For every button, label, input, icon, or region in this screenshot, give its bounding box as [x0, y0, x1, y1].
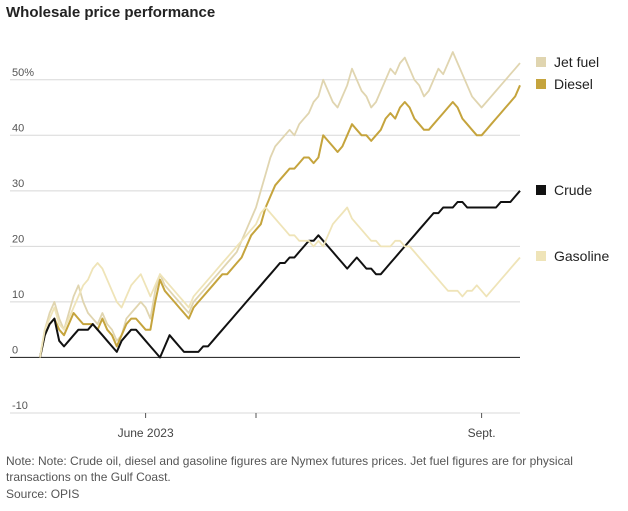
chart-source: Source: OPIS [6, 487, 80, 501]
chart-note: Note: Note: Crude oil, diesel and gasoli… [6, 454, 573, 484]
series-line-gasoline [39, 206, 521, 358]
y-tick-label: 30 [12, 178, 24, 190]
chart-title: Wholesale price performance [6, 4, 216, 21]
series-line-jet-fuel [39, 51, 521, 358]
x-tick-label: Sept. [468, 426, 496, 440]
legend-item-gasoline: Gasoline [536, 248, 609, 264]
x-tick-label: June 2023 [118, 426, 174, 440]
line-chart: 50% 40 30 20 10 0 -10 June 2023 Sept. [10, 51, 521, 440]
legend-label: Diesel [554, 76, 593, 93]
legend-item-diesel: Diesel [536, 76, 593, 92]
x-axis-ticks: June 2023 Sept. [118, 413, 496, 440]
series-line-crude [39, 190, 521, 359]
y-axis-ticks: 50% 40 30 20 10 0 -10 [12, 67, 34, 412]
series-line-diesel [39, 84, 521, 358]
legend-label: Gasoline [554, 248, 610, 265]
grid-lines [10, 79, 520, 414]
legend-swatch [536, 251, 546, 262]
legend-label: Crude [554, 181, 593, 198]
series-lines [39, 51, 521, 359]
y-tick-label: 50% [12, 67, 34, 79]
y-tick-label: -10 [12, 400, 28, 412]
y-tick-label: 10 [12, 289, 24, 301]
legend-label: Jet fuel [554, 54, 600, 71]
y-tick-label: 40 [12, 122, 24, 134]
legend-swatch [536, 79, 546, 90]
legend-item-jet-fuel: Jet fuel [536, 54, 599, 70]
y-tick-label: 20 [12, 233, 24, 245]
legend-item-crude: Crude [536, 182, 592, 198]
y-tick-label: 0 [12, 344, 18, 356]
legend-swatch [536, 57, 546, 68]
legend-swatch [536, 184, 546, 195]
